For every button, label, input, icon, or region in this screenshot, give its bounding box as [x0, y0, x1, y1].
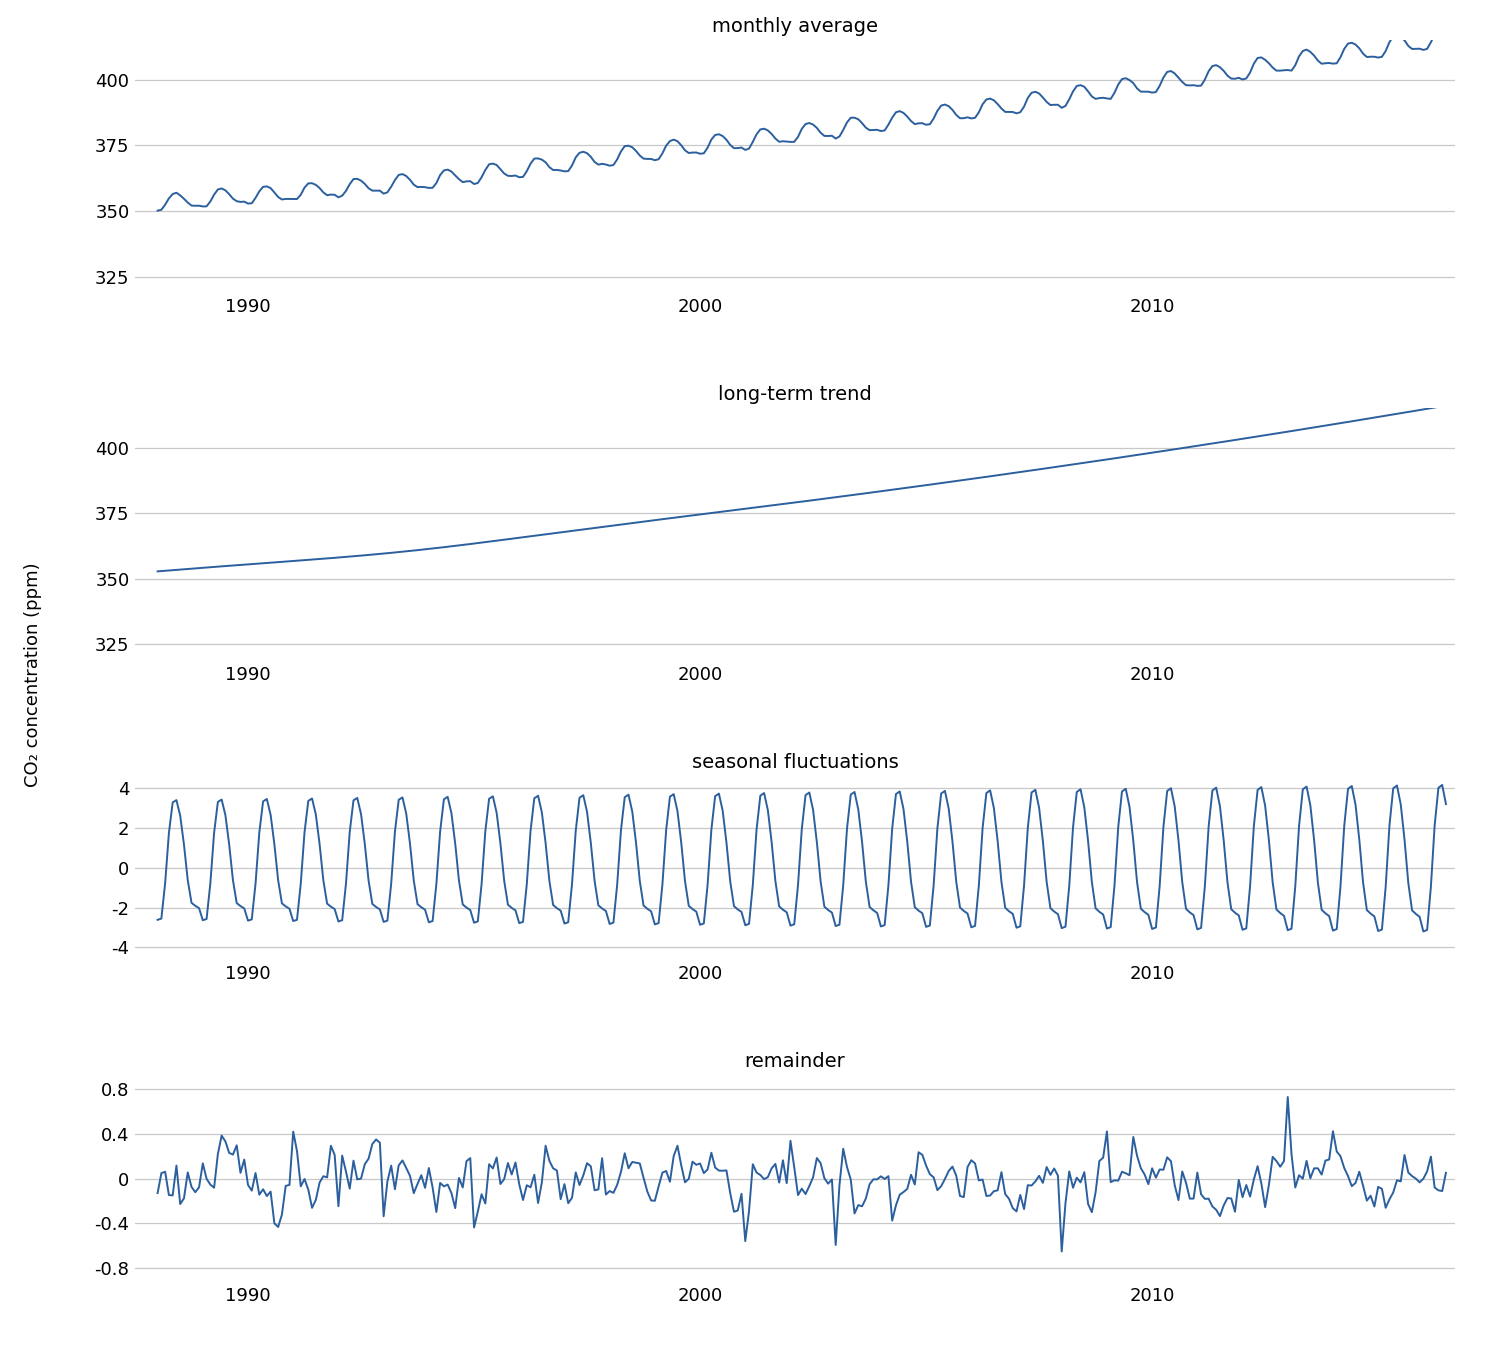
Title: remainder: remainder: [744, 1052, 846, 1071]
Title: long-term trend: long-term trend: [718, 384, 872, 405]
Title: seasonal fluctuations: seasonal fluctuations: [692, 753, 898, 772]
Title: monthly average: monthly average: [712, 18, 878, 36]
Text: CO₂ concentration (ppm): CO₂ concentration (ppm): [24, 563, 42, 786]
